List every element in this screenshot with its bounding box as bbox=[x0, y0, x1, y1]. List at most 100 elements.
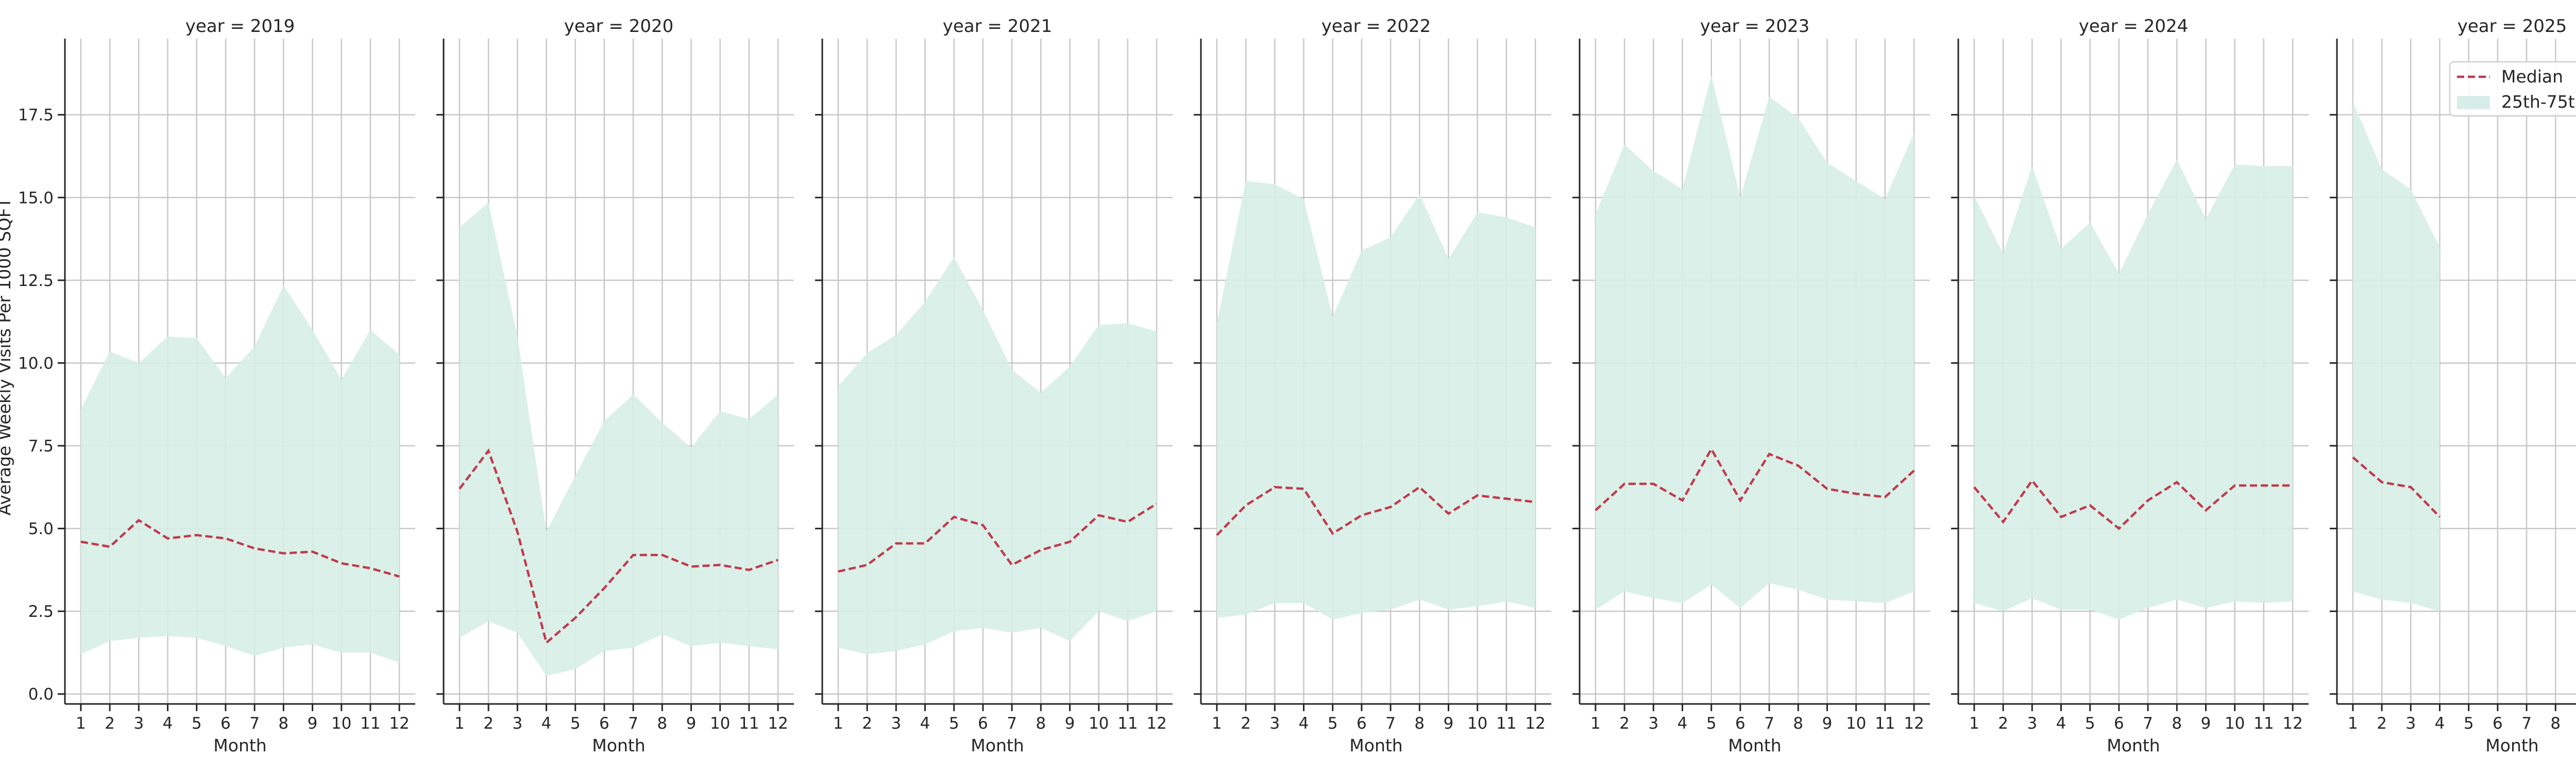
x-axis-label: Month bbox=[1349, 735, 1402, 755]
panel-title: year = 2025 bbox=[2458, 16, 2567, 37]
x-tick-label: 8 bbox=[657, 714, 667, 733]
x-tick-label: 10 bbox=[1846, 714, 1866, 733]
y-tick-label: 17.5 bbox=[18, 106, 54, 125]
x-tick-label: 1 bbox=[1590, 714, 1601, 733]
percentile-band bbox=[1216, 181, 1536, 620]
x-tick-label: 12 bbox=[389, 714, 409, 733]
x-tick-label: 6 bbox=[2493, 714, 2503, 733]
panel-title: year = 2019 bbox=[185, 16, 295, 37]
x-tick-label: 2 bbox=[105, 714, 115, 733]
x-axis-label: Month bbox=[971, 735, 1024, 755]
x-tick-label: 1 bbox=[454, 714, 465, 733]
x-tick-label: 11 bbox=[1496, 714, 1516, 733]
panel-title: year = 2021 bbox=[943, 16, 1052, 37]
x-tick-label: 9 bbox=[1444, 714, 1454, 733]
x-tick-label: 2 bbox=[1241, 714, 1251, 733]
x-tick-label: 1 bbox=[76, 714, 86, 733]
y-tick-label: 15.0 bbox=[18, 189, 54, 207]
x-tick-label: 3 bbox=[891, 714, 901, 733]
x-tick-label: 11 bbox=[1117, 714, 1138, 733]
x-tick-label: 7 bbox=[1385, 714, 1396, 733]
median-line bbox=[838, 502, 1158, 573]
x-tick-label: 4 bbox=[920, 714, 930, 733]
x-tick-label: 5 bbox=[570, 714, 581, 733]
x-tick-label: 12 bbox=[1904, 714, 1924, 733]
x-tick-label: 8 bbox=[2172, 714, 2182, 733]
y-tick-label: 0.0 bbox=[28, 685, 54, 704]
x-tick-label: 5 bbox=[192, 714, 202, 733]
x-tick-label: 11 bbox=[360, 714, 380, 733]
percentile-band bbox=[1595, 75, 1914, 610]
y-tick-label: 5.0 bbox=[28, 520, 54, 539]
x-tick-label: 8 bbox=[2550, 714, 2561, 733]
x-tick-label: 10 bbox=[2225, 714, 2245, 733]
median-line bbox=[80, 518, 400, 578]
x-tick-label: 8 bbox=[1414, 714, 1425, 733]
x-tick-label: 6 bbox=[2114, 714, 2124, 733]
legend-band-label: 25th-75th Percentile bbox=[2501, 92, 2576, 112]
percentile-band bbox=[1974, 159, 2293, 620]
x-tick-label: 6 bbox=[599, 714, 609, 733]
legend-median-label: Median bbox=[2501, 66, 2563, 87]
x-tick-label: 1 bbox=[1969, 714, 1979, 733]
panel-title: year = 2024 bbox=[2079, 16, 2188, 37]
x-tick-label: 7 bbox=[1007, 714, 1017, 733]
x-tick-label: 11 bbox=[739, 714, 759, 733]
x-tick-label: 11 bbox=[1875, 714, 1895, 733]
panel-title: year = 2020 bbox=[564, 16, 673, 37]
percentile-band bbox=[80, 285, 400, 663]
x-tick-label: 4 bbox=[1677, 714, 1688, 733]
percentile-band bbox=[2352, 102, 2440, 612]
x-axis-label: Month bbox=[213, 735, 266, 755]
x-tick-label: 9 bbox=[2201, 714, 2211, 733]
x-tick-label: 1 bbox=[2348, 714, 2358, 733]
panel-title: year = 2022 bbox=[1321, 16, 1431, 37]
x-tick-label: 5 bbox=[1706, 714, 1717, 733]
x-tick-label: 5 bbox=[949, 714, 959, 733]
x-tick-label: 12 bbox=[768, 714, 788, 733]
x-tick-label: 5 bbox=[2085, 714, 2095, 733]
x-tick-label: 12 bbox=[1525, 714, 1545, 733]
x-tick-label: 4 bbox=[1299, 714, 1309, 733]
x-tick-label: 6 bbox=[221, 714, 231, 733]
x-tick-label: 1 bbox=[833, 714, 843, 733]
x-tick-label: 9 bbox=[1822, 714, 1833, 733]
median-line bbox=[1216, 485, 1536, 536]
y-tick-label: 12.5 bbox=[18, 272, 54, 290]
x-tick-label: 3 bbox=[512, 714, 522, 733]
x-tick-label: 4 bbox=[163, 714, 173, 733]
x-tick-label: 2 bbox=[2377, 714, 2387, 733]
median-line bbox=[2352, 456, 2441, 518]
x-tick-label: 6 bbox=[978, 714, 988, 733]
x-tick-label: 9 bbox=[1065, 714, 1075, 733]
median-line bbox=[1973, 478, 2293, 530]
x-tick-label: 3 bbox=[2027, 714, 2037, 733]
x-tick-label: 7 bbox=[249, 714, 260, 733]
x-tick-label: 6 bbox=[1357, 714, 1367, 733]
x-tick-label: 3 bbox=[133, 714, 144, 733]
x-tick-label: 8 bbox=[1793, 714, 1803, 733]
x-tick-label: 12 bbox=[1146, 714, 1166, 733]
x-tick-label: 3 bbox=[1648, 714, 1658, 733]
x-tick-label: 11 bbox=[2253, 714, 2274, 733]
x-tick-label: 7 bbox=[1764, 714, 1774, 733]
x-axis-label: Month bbox=[592, 735, 645, 755]
percentile-band bbox=[459, 202, 778, 676]
x-tick-label: 5 bbox=[1328, 714, 1338, 733]
x-tick-label: 2 bbox=[1619, 714, 1630, 733]
median-line bbox=[459, 448, 778, 645]
x-tick-label: 5 bbox=[2464, 714, 2474, 733]
x-tick-label: 2 bbox=[1998, 714, 2008, 733]
x-tick-label: 9 bbox=[686, 714, 697, 733]
x-tick-label: 7 bbox=[628, 714, 638, 733]
x-tick-label: 10 bbox=[331, 714, 351, 733]
panel-title: year = 2023 bbox=[1700, 16, 1809, 37]
x-tick-label: 3 bbox=[1269, 714, 1280, 733]
x-tick-label: 12 bbox=[2282, 714, 2302, 733]
x-axis-label: Month bbox=[2485, 735, 2538, 755]
